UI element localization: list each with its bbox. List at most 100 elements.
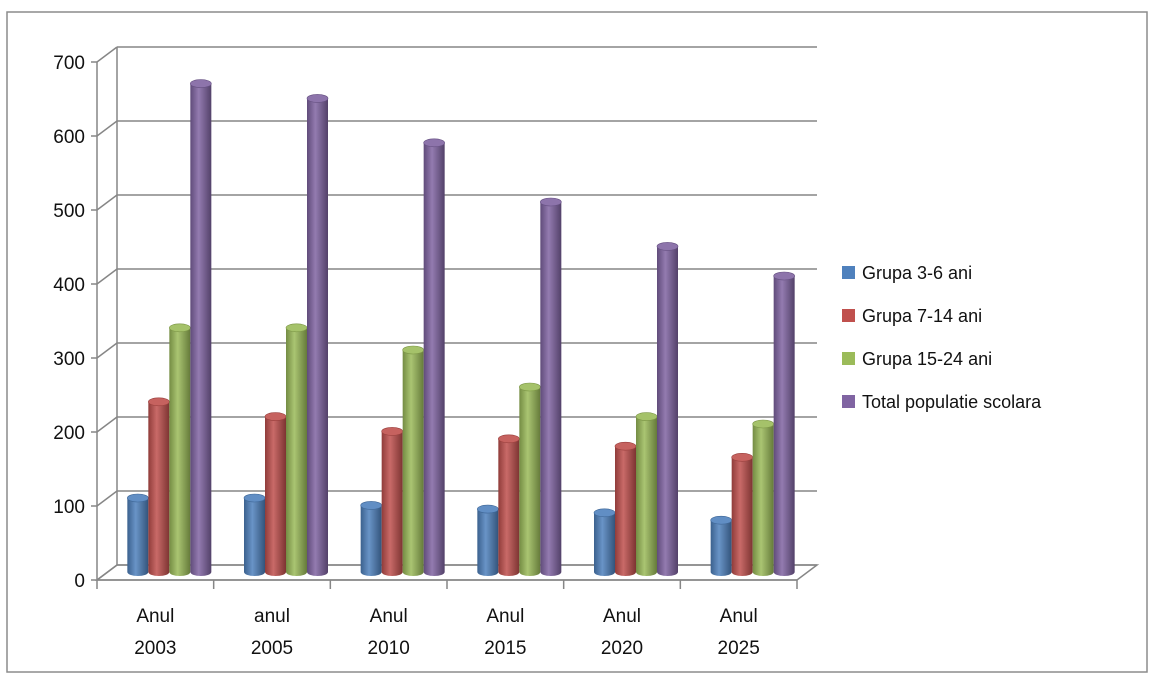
legend-swatch <box>842 395 855 408</box>
bar-body <box>286 327 307 576</box>
legend-label: Total populatie scolara <box>862 392 1042 412</box>
bar <box>169 323 191 576</box>
x-tick-label: Anul <box>370 606 408 627</box>
legend-entry: Grupa 15-24 ani <box>842 349 992 369</box>
x-tick-label: Anul <box>720 606 758 627</box>
bar-top <box>381 427 403 436</box>
bar <box>264 412 287 576</box>
bar <box>477 504 499 576</box>
bar-top <box>752 419 774 429</box>
bar-body <box>477 509 499 576</box>
y-tick-label: 700 <box>53 53 85 74</box>
gridline-depth <box>96 268 118 285</box>
bar-top <box>402 345 424 355</box>
bar <box>190 79 212 576</box>
bar-body <box>244 498 265 576</box>
x-tick-label: Anul <box>136 606 174 627</box>
legend-swatch <box>842 309 855 322</box>
bar-body <box>423 142 445 577</box>
bar-body <box>381 431 403 576</box>
bar-body <box>148 401 170 576</box>
bar-body <box>307 98 328 577</box>
gridline-depth <box>96 194 118 211</box>
legend-entry: Grupa 7-14 ani <box>842 306 982 326</box>
axes <box>91 61 820 589</box>
bar-top <box>190 79 212 88</box>
bar-top <box>773 271 795 281</box>
legend-entry: Total populatie scolara <box>842 392 1042 412</box>
bar-top <box>519 382 541 392</box>
bar <box>656 242 679 576</box>
bar-body <box>615 446 636 576</box>
bar <box>423 138 445 577</box>
bar-body <box>519 387 541 576</box>
bar-body <box>636 416 657 576</box>
bar-body <box>773 276 795 576</box>
bar-top <box>127 493 149 503</box>
gridline-depth <box>96 490 118 507</box>
bar-top <box>593 508 616 518</box>
legend-label: Grupa 3-6 ani <box>862 263 972 283</box>
x-tick-label: 2015 <box>484 638 526 659</box>
bar-top <box>285 323 308 333</box>
bars <box>127 79 795 577</box>
bar <box>731 452 753 576</box>
bar <box>498 434 520 576</box>
bar-body <box>594 512 615 576</box>
bar-body <box>657 246 678 576</box>
bar <box>752 419 774 576</box>
x-tick-label: 2025 <box>718 638 760 659</box>
bar-body <box>752 424 774 576</box>
bar-top <box>306 94 329 103</box>
bar-top <box>614 441 637 451</box>
bar-top <box>264 412 287 421</box>
bar-body <box>710 520 732 576</box>
bar <box>540 197 562 576</box>
x-tick-label: anul <box>254 606 290 627</box>
y-tick-label: 600 <box>53 127 85 148</box>
bar-body <box>540 202 562 576</box>
gridline-depth <box>96 120 118 137</box>
bar-top <box>731 452 753 462</box>
bar-top <box>360 501 382 510</box>
tick-labels: 0 100 200 300 400 500 600 700 Anul 2003 anul 2005 An… <box>53 53 760 659</box>
bar-body <box>731 457 753 576</box>
bar-top <box>243 493 266 503</box>
bar-top <box>540 197 562 207</box>
bar-top <box>710 515 732 525</box>
gridline-depth <box>96 416 118 433</box>
bar <box>148 397 170 576</box>
y-tick-label: 500 <box>53 201 85 222</box>
y-tick-label: 100 <box>53 497 85 518</box>
legend-label: Grupa 7-14 ani <box>862 306 982 326</box>
bar-body <box>360 505 382 576</box>
bar <box>710 515 732 576</box>
x-tick-label: Anul <box>486 606 524 627</box>
y-tick-label: 0 <box>74 571 85 592</box>
legend-label: Grupa 15-24 ani <box>862 349 992 369</box>
bar-top <box>423 138 445 148</box>
bar-body <box>265 416 286 576</box>
x-tick-label: 2003 <box>134 638 176 659</box>
bar-body <box>127 498 149 576</box>
bar <box>593 508 616 576</box>
bar-top <box>498 434 520 444</box>
bar <box>360 501 382 576</box>
y-tick-label: 300 <box>53 349 85 370</box>
legend: Grupa 3-6 ani Grupa 7-14 ani Grupa 15-24 a… <box>842 263 1042 412</box>
y-tick-label: 400 <box>53 275 85 296</box>
bar-top <box>169 323 191 333</box>
bar-top <box>656 242 679 251</box>
legend-entry: Grupa 3-6 ani <box>842 263 972 283</box>
x-tick-label: Anul <box>603 606 641 627</box>
bar <box>635 412 658 576</box>
legend-swatch <box>842 266 855 279</box>
bar-top <box>148 397 170 407</box>
bar <box>381 427 403 576</box>
bar <box>127 493 149 576</box>
bar-top <box>477 504 499 514</box>
bar <box>243 493 266 576</box>
gridline-depth <box>96 46 118 63</box>
